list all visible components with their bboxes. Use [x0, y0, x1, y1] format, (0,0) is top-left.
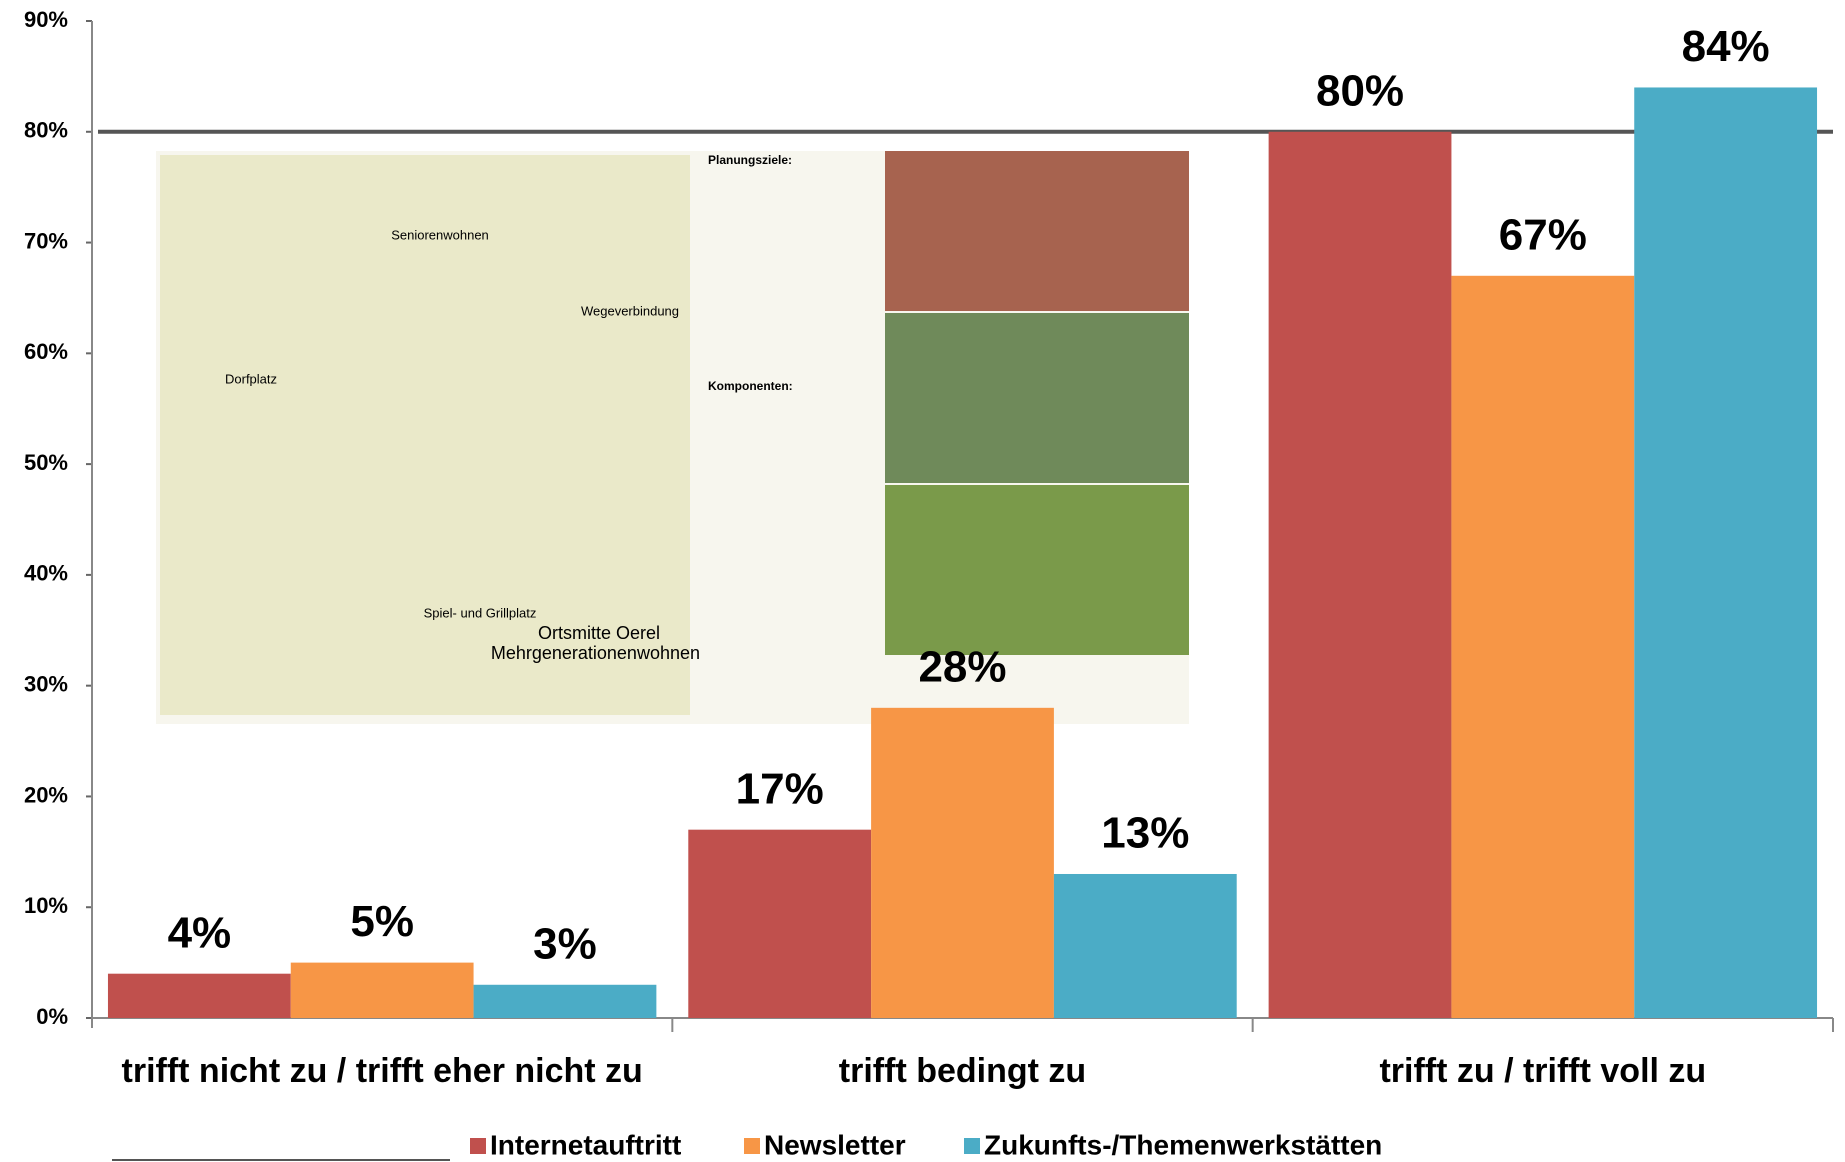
value-label: 5%: [350, 897, 414, 946]
plan-label: Spiel- und Grillplatz: [424, 605, 537, 620]
site-plan: [160, 155, 690, 715]
y-tick-label: 90%: [24, 7, 68, 32]
bar: [871, 707, 1054, 1018]
y-tick-label: 80%: [24, 118, 68, 143]
legend-label: Internetauftritt: [490, 1129, 681, 1160]
x-tick-label: trifft bedingt zu: [839, 1052, 1086, 1090]
y-tick-label: 40%: [24, 561, 68, 586]
y-tick-label: 0%: [36, 1004, 68, 1029]
y-tick-label: 60%: [24, 339, 68, 364]
legend-label: Zukunfts-/Themenwerkstätten: [984, 1129, 1382, 1160]
legend-label: Newsletter: [764, 1129, 906, 1160]
value-label: 13%: [1101, 809, 1189, 858]
bar: [107, 973, 291, 1018]
value-label: 67%: [1499, 210, 1587, 259]
photo: [885, 485, 1189, 655]
photo: [885, 151, 1189, 311]
bar: [473, 984, 657, 1018]
inset-subtitle: Mehrgenerationenwohnen: [491, 643, 700, 663]
y-tick-label: 30%: [24, 671, 68, 696]
y-tick-label: 70%: [24, 228, 68, 253]
inset-heading: Komponenten:: [708, 379, 793, 393]
x-tick-label: trifft nicht zu / trifft eher nicht zu: [122, 1052, 643, 1090]
bar: [1268, 131, 1452, 1018]
legend-swatch: [964, 1138, 980, 1154]
bar: [1053, 873, 1237, 1018]
value-label: 3%: [533, 919, 597, 968]
x-tick-label: trifft zu / trifft voll zu: [1379, 1052, 1706, 1090]
value-label: 84%: [1682, 22, 1770, 71]
plan-label: Dorfplatz: [225, 371, 277, 386]
value-label: 17%: [736, 764, 824, 813]
photo: [885, 313, 1189, 483]
y-tick-label: 10%: [24, 893, 68, 918]
y-tick-label: 20%: [24, 782, 68, 807]
bar: [1634, 87, 1818, 1018]
value-label: 28%: [918, 642, 1006, 691]
value-label: 4%: [168, 908, 232, 957]
bar: [1451, 275, 1635, 1018]
inset-heading: Planungsziele:: [708, 153, 792, 167]
inset-title: Ortsmitte Oerel: [538, 623, 660, 643]
legend-swatch: [470, 1138, 486, 1154]
y-tick-label: 50%: [24, 450, 68, 475]
legend-swatch: [744, 1138, 760, 1154]
inset-image: Ortsmitte Oerel Mehrgenerationenwohnen S…: [156, 151, 1189, 724]
plan-label: Seniorenwohnen: [391, 227, 489, 242]
bar: [290, 962, 474, 1018]
bar: [688, 829, 872, 1018]
plan-label: Wegeverbindung: [581, 303, 679, 318]
value-label: 80%: [1316, 66, 1404, 115]
